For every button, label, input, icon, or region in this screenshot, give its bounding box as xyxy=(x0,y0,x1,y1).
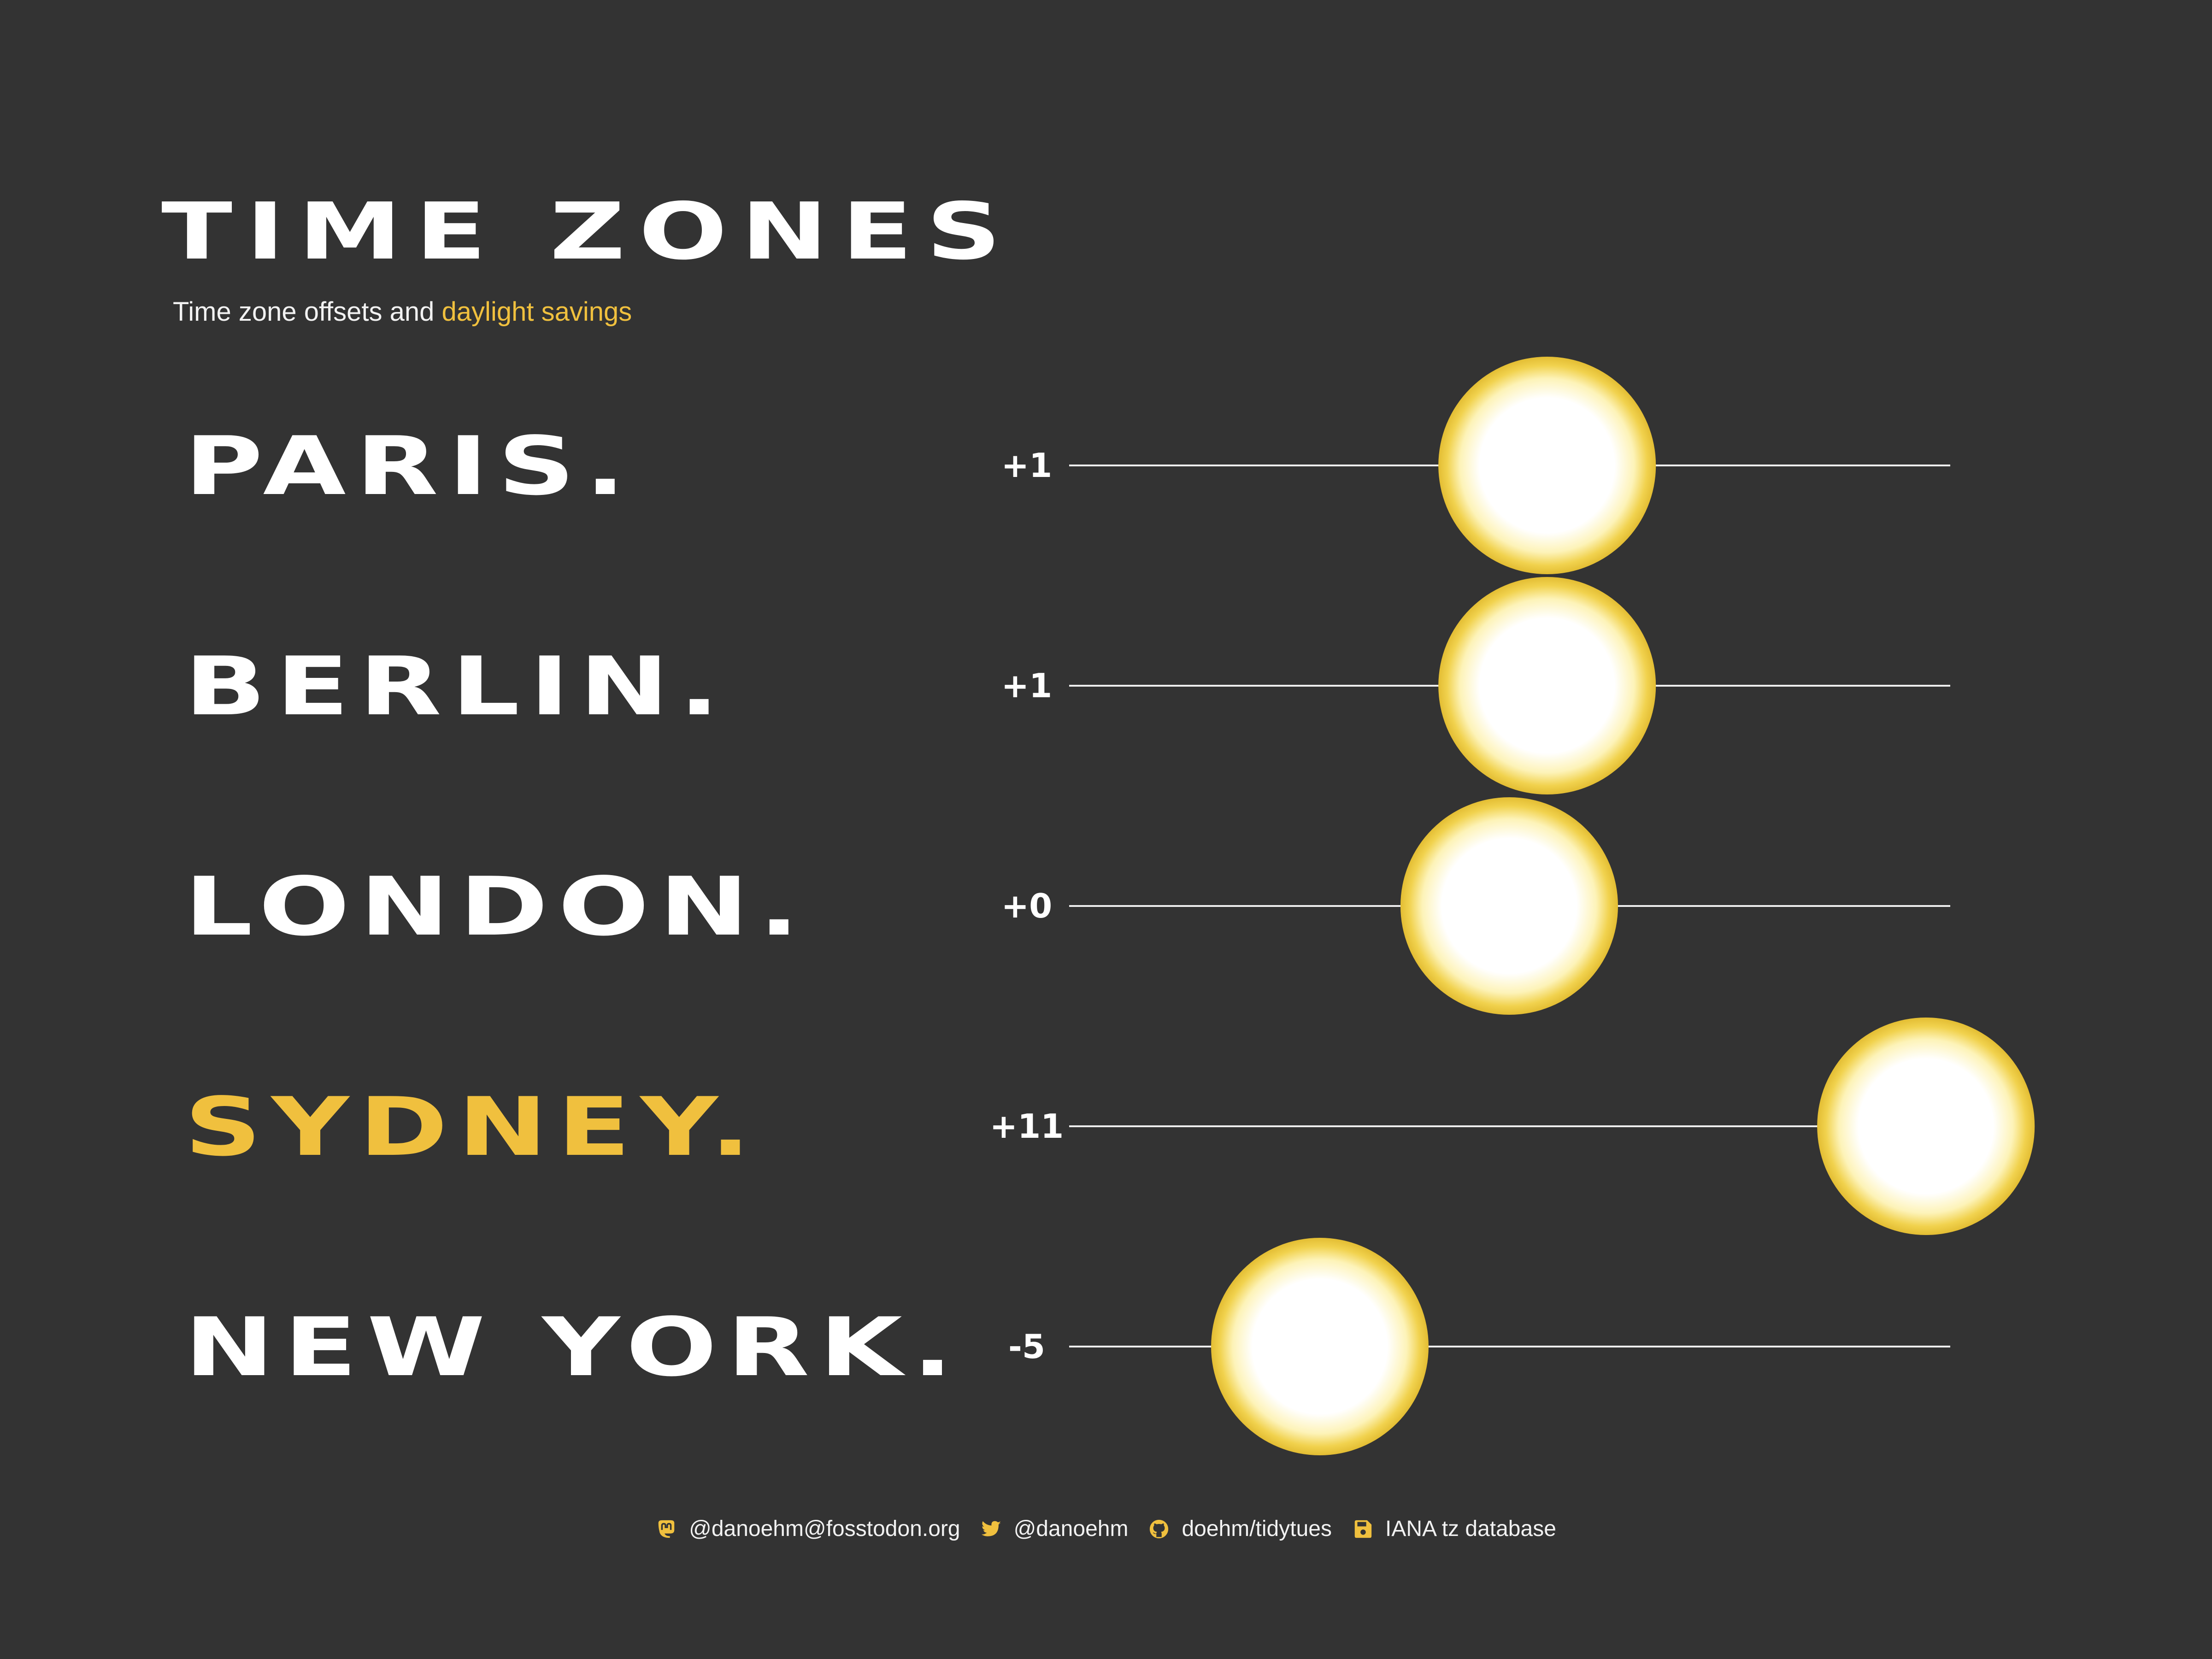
footer-source: IANA tz database xyxy=(1352,1516,1556,1541)
footer-twitter[interactable]: @danoehm xyxy=(981,1516,1129,1541)
sun-marker xyxy=(1438,357,1656,574)
city-label: BERLIN. xyxy=(184,640,729,734)
sun-marker xyxy=(1400,797,1618,1015)
offset-label: +0 xyxy=(1001,887,1052,925)
mastodon-icon xyxy=(658,1520,675,1538)
footer-github[interactable]: doehm/tidytues xyxy=(1148,1516,1332,1541)
sun-marker xyxy=(1817,1018,2035,1235)
footer-mastodon[interactable]: @danoehm@fosstodon.org xyxy=(656,1516,960,1541)
sun-marker xyxy=(1211,1238,1429,1455)
city-label: PARIS. xyxy=(184,419,635,513)
sun-marker xyxy=(1438,577,1656,794)
save-icon xyxy=(1354,1520,1372,1538)
chart-subtitle: Time zone offsets and daylight savings xyxy=(173,299,632,325)
footer-github-text: doehm/tidytues xyxy=(1182,1517,1332,1541)
offset-label: +11 xyxy=(990,1107,1064,1146)
footer: @danoehm@fosstodon.org @danoehm doehm/ti… xyxy=(0,1516,2212,1541)
offset-label: +1 xyxy=(1001,446,1052,485)
offset-label: -5 xyxy=(1008,1327,1045,1366)
subtitle-highlight: daylight savings xyxy=(441,297,632,327)
city-label: NEW YORK. xyxy=(184,1300,963,1394)
chart-title: TIME ZONES xyxy=(161,186,1015,277)
footer-source-text: IANA tz database xyxy=(1385,1517,1556,1541)
offset-label: +1 xyxy=(1001,666,1052,705)
footer-twitter-text: @danoehm xyxy=(1013,1517,1129,1541)
subtitle-text: Time zone offsets and xyxy=(173,297,442,327)
city-label: LONDON. xyxy=(184,860,809,954)
footer-mastodon-text: @danoehm@fosstodon.org xyxy=(689,1517,960,1541)
city-label: SYDNEY. xyxy=(184,1080,760,1174)
rows-group: PARIS. +1 BERLIN. +1 LONDON. +0 SYDNEY. +11 NEW … xyxy=(184,419,1950,1394)
twitter-icon xyxy=(981,1521,1001,1536)
github-icon xyxy=(1150,1519,1169,1538)
